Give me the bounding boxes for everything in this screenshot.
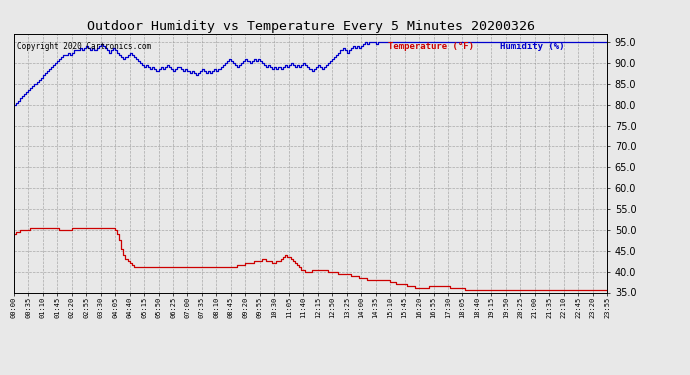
Text: Temperature (°F): Temperature (°F) bbox=[388, 42, 473, 51]
Text: Copyright 2020 Cartronics.com: Copyright 2020 Cartronics.com bbox=[17, 42, 151, 51]
Text: Humidity (%): Humidity (%) bbox=[500, 42, 565, 51]
Title: Outdoor Humidity vs Temperature Every 5 Minutes 20200326: Outdoor Humidity vs Temperature Every 5 … bbox=[86, 20, 535, 33]
